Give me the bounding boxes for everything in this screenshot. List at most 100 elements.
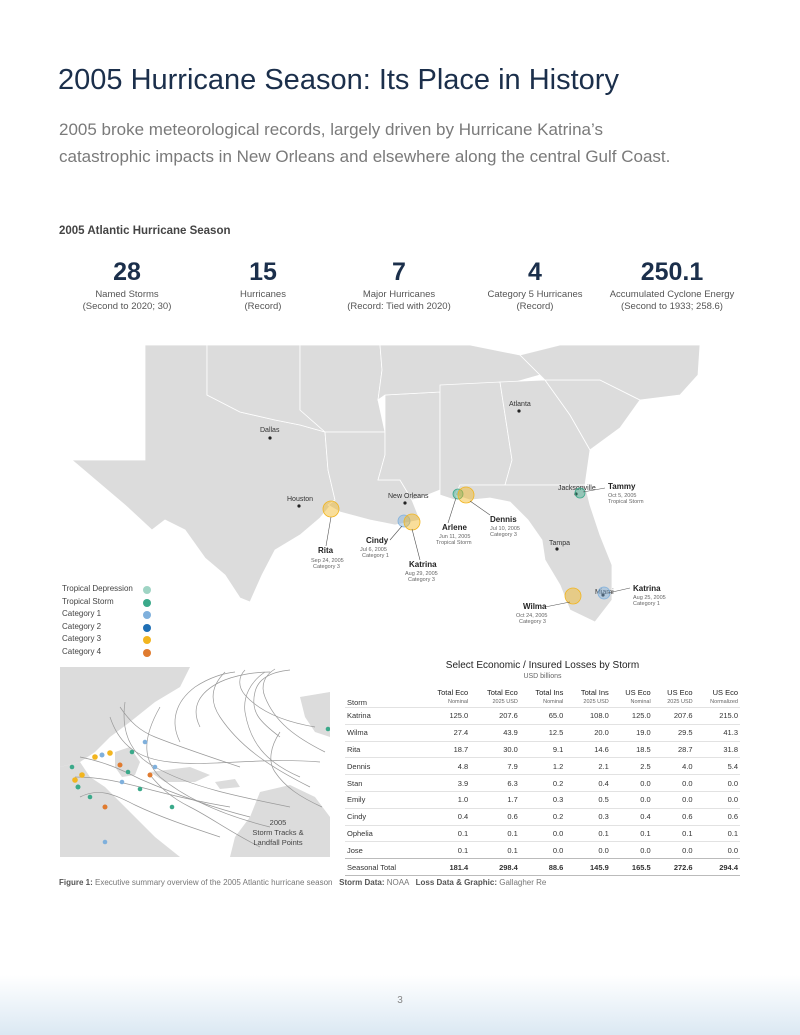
table-cell: 0.0 (565, 841, 611, 859)
table-cell: 0.2 (519, 807, 566, 826)
column-header-title: US Eco (667, 688, 693, 697)
legend-dot (143, 636, 151, 644)
table-cell: 0.6 (652, 807, 695, 826)
column-header-storm: Storm (347, 698, 368, 707)
table-cell: 14.6 (565, 740, 611, 758)
footnote-label: Figure 1: (59, 878, 93, 887)
table-row: Rita 18.7 30.0 9.1 14.6 18.5 28.7 31.8 (345, 740, 740, 758)
storm-date: Sep 24, 2005 (311, 558, 344, 564)
table-cell: 0.0 (610, 790, 653, 809)
table-cell: 5.4 (694, 757, 740, 775)
table-cell: 65.0 (519, 707, 566, 725)
table-cell: 145.9 (565, 858, 611, 876)
table-cell: 41.3 (694, 723, 740, 742)
table-cell: 207.6 (470, 707, 520, 725)
table-cell: 0.5 (565, 790, 611, 809)
table-cell: 0.4 (565, 774, 611, 792)
table-row: Cindy 0.4 0.6 0.2 0.3 0.4 0.6 0.6 (345, 807, 740, 826)
tracks-caption-line: 2005 (269, 818, 287, 827)
column-header: Total Ins 2025 USD (565, 688, 610, 708)
column-header: US Eco Normalized (695, 688, 740, 708)
storm-labels: Rita Sep 24, 2005 Category 3 Cindy Jul 6… (311, 482, 666, 625)
table-cell: 1.7 (470, 790, 520, 809)
storm-name-cell: Rita (345, 740, 421, 758)
storm-category: Category 3 (519, 619, 546, 625)
column-header-unit: 2025 USD (583, 699, 609, 705)
table-cell: 0.1 (652, 824, 695, 842)
stat-label: Major Hurricanes (362, 289, 436, 300)
table-cell: 4.0 (652, 757, 695, 775)
table-cell: 29.5 (652, 723, 695, 742)
table-cell: 0.3 (519, 790, 566, 809)
landfall-katrina-fl (597, 586, 611, 600)
stat-note: (Second to 1933; 258.6) (621, 301, 723, 312)
city-jacksonville: Jacksonville (558, 485, 596, 492)
landfall-tammy (574, 487, 586, 499)
legend-item: Category 4 (62, 647, 162, 660)
storm-label-wilma: Wilma (523, 602, 547, 611)
table-cell: 1.2 (519, 757, 566, 775)
table-cell: 31.8 (694, 740, 740, 758)
page-number: 3 (397, 995, 403, 1006)
footnote-text: Gallagher Re (499, 878, 547, 887)
table-cell: 0.1 (470, 824, 520, 842)
legend-item: Tropical Storm (62, 597, 162, 610)
storm-name-cell: Katrina (345, 707, 421, 725)
table-cell: 0.1 (610, 824, 653, 842)
table-cell: 0.1 (694, 824, 740, 842)
legend-dot (143, 598, 151, 607)
page-title: 2005 Hurricane Season: Its Place in Hist… (58, 64, 619, 96)
table-cell: 294.4 (694, 858, 740, 876)
storm-date: Jul 6, 2005 (360, 547, 387, 553)
table-cell: 0.0 (519, 824, 566, 842)
storm-date: Jun 11, 2005 (439, 534, 470, 540)
column-header-title: Total Ins (535, 688, 564, 697)
column-header-title: US Eco (625, 688, 651, 697)
table-row: Wilma 27.4 43.9 12.5 20.0 19.0 29.5 41.3 (345, 723, 740, 742)
table-cell: 0.0 (652, 774, 695, 792)
table-cell: 43.9 (470, 723, 520, 742)
table-cell: 30.0 (470, 740, 520, 758)
losses-table-title: Select Economic / Insured Losses by Stor… (445, 660, 640, 671)
table-total-row: Seasonal Total 181.4 298.4 88.6 145.9 165.5 27… (345, 858, 740, 876)
storm-name-cell: Wilma (345, 723, 421, 742)
table-cell: 0.0 (694, 841, 740, 859)
stat-label: Accumulated Cyclone Energy (609, 289, 735, 300)
table-cell: 0.0 (652, 841, 695, 859)
storm-date: Oct 24, 2005 (516, 613, 548, 619)
storm-date: Oct 5, 2005 (608, 493, 636, 499)
city-markers: Dallas Houston New Orleans Atlanta Jacks… (260, 401, 614, 597)
table-cell: 181.4 (420, 858, 471, 876)
column-header-title: US Eco (712, 688, 738, 697)
footnote-text: Executive summary overview of the 2005 A… (95, 878, 333, 887)
table-cell: 0.0 (519, 841, 566, 859)
table-cell: 0.1 (565, 824, 611, 842)
stat-note: (Record) (244, 301, 282, 312)
column-header: US Eco Nominal (611, 688, 653, 708)
storm-label-arlene: Arlene (442, 523, 467, 532)
us-land (70, 344, 701, 623)
storm-date: Jul 10, 2005 (490, 526, 520, 532)
storm-name-cell: Stan (345, 774, 421, 792)
storm-name-cell: Ophelia (345, 824, 421, 842)
stat-note: (Second to 2020; 30) (82, 301, 172, 312)
stat-label: Named Storms (95, 289, 159, 300)
table-cell: 0.6 (694, 807, 740, 826)
table-header-row: Storm Total Eco Nominal Total Eco 2025 USD T… (345, 688, 740, 708)
tracks-land (60, 667, 330, 857)
footer-band (0, 975, 800, 1035)
tracks-caption: 2005 Storm Tracks & Landfall Points (246, 818, 310, 848)
table-cell: 0.1 (420, 841, 471, 859)
storm-name-cell: Emily (345, 790, 421, 809)
storm-tracks-map (60, 667, 330, 857)
legend-dot (143, 623, 151, 632)
column-header: US Eco 2025 USD (653, 688, 695, 708)
stat-value: 7 (392, 258, 406, 286)
table-cell: 165.5 (610, 858, 653, 876)
stat-note: (Record) (516, 301, 554, 312)
table-row: Ophelia 0.1 0.1 0.0 0.1 0.1 0.1 0.1 (345, 824, 740, 842)
stat-category-5: 4 Category 5 Hurricanes (Record) (460, 257, 610, 313)
column-header: Total Ins Nominal (520, 688, 565, 708)
footnote-label: Storm Data: (339, 878, 385, 887)
city-dallas: Dallas (260, 427, 280, 434)
